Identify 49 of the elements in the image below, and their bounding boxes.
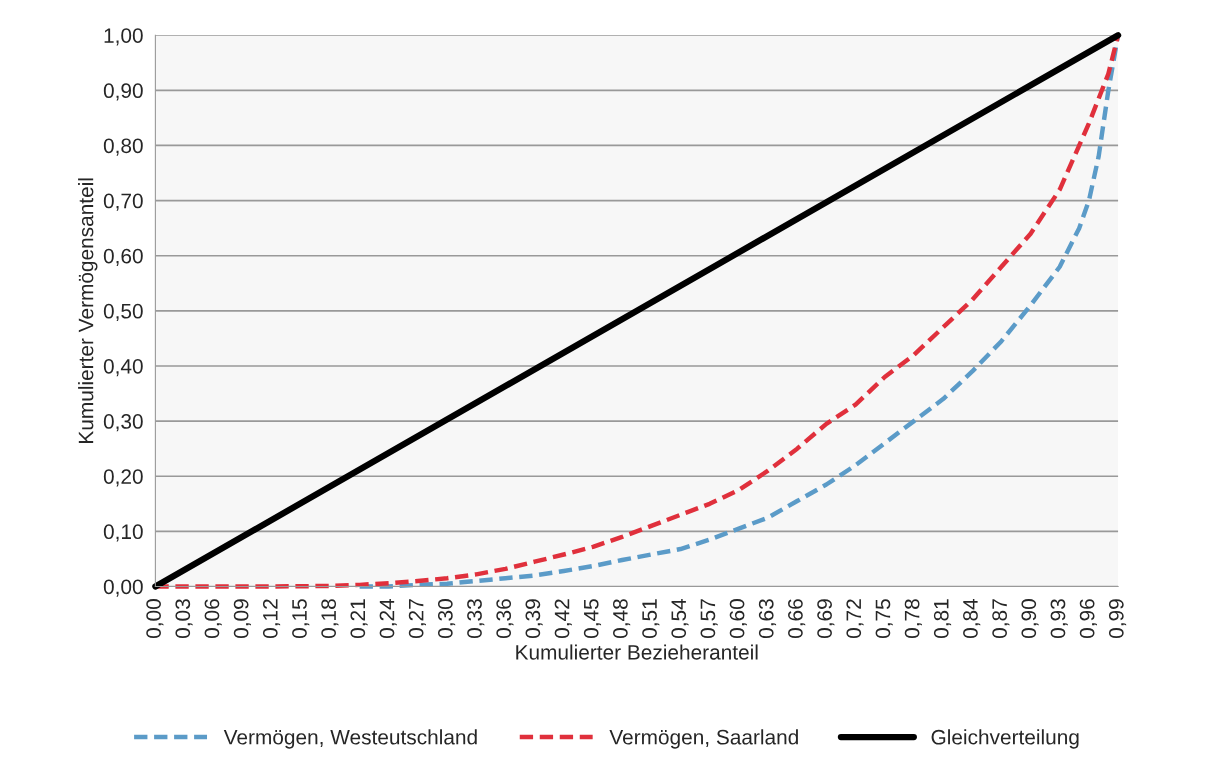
- x-tick-label: 0,96: [1079, 599, 1097, 639]
- x-tick-label: 0,15: [292, 599, 310, 639]
- x-tick-label: 0,78: [904, 599, 922, 639]
- y-tick-label: 1,00: [104, 28, 143, 46]
- y-axis-title: Kumulierter Vermögensanteil: [78, 178, 98, 443]
- x-tick-label: 0,81: [933, 599, 952, 639]
- x-tick-label: 0,03: [175, 599, 193, 639]
- x-tick-label: 0,42: [554, 599, 572, 639]
- x-tick-label: 0,66: [788, 599, 806, 639]
- x-tick-label: 0,12: [262, 599, 281, 639]
- y-tick-label: 0,60: [103, 248, 143, 266]
- y-tick-label: 0,80: [103, 138, 143, 156]
- x-tick-label: 0,30: [437, 599, 456, 639]
- x-tick-label: 0,18: [321, 599, 339, 639]
- x-tick-label: 0,39: [525, 599, 543, 639]
- x-tick-label: 0,45: [583, 599, 602, 639]
- x-tick-label: 0,93: [1050, 599, 1068, 639]
- y-tick-label: 0,30: [103, 414, 143, 432]
- x-tick-label: 0,75: [875, 599, 893, 639]
- x-tick-label: 0,84: [963, 598, 981, 639]
- y-tick-label: 0,90: [103, 83, 143, 101]
- x-tick-label: 0,33: [467, 599, 485, 639]
- x-tick-label: 0,72: [846, 599, 864, 639]
- y-tick-label: 0,50: [103, 303, 143, 322]
- x-tick-label: 0,69: [817, 599, 835, 639]
- y-tick-label: 0,70: [103, 193, 143, 211]
- x-axis-title: Kumulierter Bezieheranteil: [516, 644, 758, 660]
- x-tick-label: 0,51: [642, 599, 660, 639]
- x-tick-label: 0,99: [1108, 599, 1127, 639]
- y-tick-label: 0,20: [103, 469, 143, 487]
- x-tick-label: 0,21: [350, 599, 368, 639]
- x-tick-label: 0,60: [729, 599, 747, 639]
- legend-label: Vermögen, Westeutschland: [223, 729, 477, 749]
- y-tick-label: 0,10: [103, 524, 143, 542]
- x-tick-label: 0,36: [496, 599, 514, 639]
- x-tick-label: 0,27: [408, 599, 426, 639]
- x-tick-label: 0,87: [992, 599, 1010, 639]
- x-tick-label: 0,90: [1021, 599, 1039, 639]
- x-tick-label: 0,09: [233, 599, 251, 639]
- legend-label: Vermögen, Saarland: [609, 729, 798, 749]
- x-tick-label: 0,06: [204, 599, 222, 639]
- y-tick-label: 0,40: [103, 358, 143, 377]
- x-tick-label: 0,63: [758, 599, 777, 639]
- x-tick-label: 0,54: [671, 598, 689, 639]
- x-tick-label: 0,57: [700, 599, 718, 639]
- y-tick-label: 0,00: [103, 579, 143, 597]
- legend-label: Gleichverteilung: [931, 729, 1079, 749]
- x-tick-label: 0,24: [379, 598, 397, 639]
- x-tick-label: 0,48: [613, 599, 631, 639]
